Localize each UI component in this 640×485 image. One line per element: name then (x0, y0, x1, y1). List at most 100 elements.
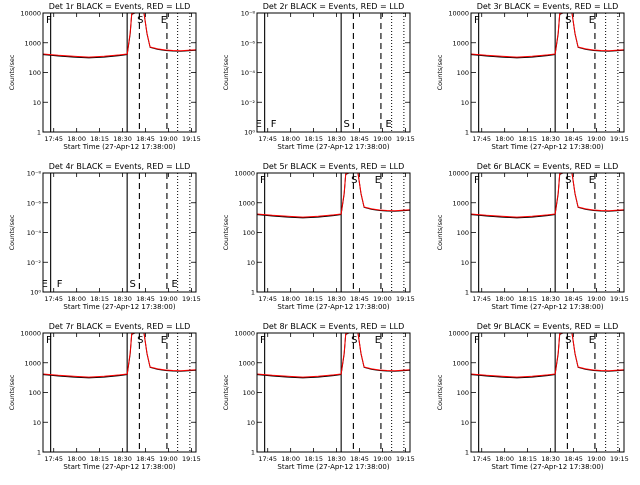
y-tick-label: 10 (247, 259, 255, 267)
phase-marker: S (565, 335, 571, 346)
y-tick-label: 1 (37, 449, 41, 457)
x-tick-label: 17:45 (258, 455, 277, 463)
phase-marker: F (46, 335, 52, 346)
phase-marker: F (57, 279, 63, 290)
panel-title: Det 2r BLACK = Events, RED = LLD (263, 2, 405, 11)
x-tick-label: 17:45 (258, 295, 277, 303)
y-tick-label: 10000 (234, 330, 255, 338)
phase-marker: S (565, 15, 571, 26)
y-tick-label: 10 (33, 419, 41, 427)
phase-marker: E (589, 15, 595, 26)
phase-marker: F (474, 15, 480, 26)
panel-title: Det 1r BLACK = Events, RED = LLD (49, 2, 191, 11)
x-tick-label: 19:15 (182, 295, 201, 303)
y-tick-label: 10000 (448, 170, 469, 178)
panel-title: Det 4r BLACK = Events, RED = LLD (49, 162, 191, 171)
x-tick-label: 19:15 (396, 455, 415, 463)
x-tick-label: 18:15 (518, 135, 537, 143)
y-tick-label: 10⁻⁸ (27, 170, 42, 178)
panel-6: Det 6r BLACK = Events, RED = LLD 17:45 18:… (436, 162, 629, 311)
x-tick-label: 17:45 (258, 135, 277, 143)
series-lld-line (43, 333, 196, 378)
plot-frame (256, 12, 411, 133)
phase-marker: F (271, 119, 277, 130)
x-tick-label: 18:00 (495, 455, 514, 463)
x-tick-label: 18:15 (90, 455, 109, 463)
series-lld-line (43, 13, 196, 58)
phase-marker: S (565, 175, 571, 186)
panel-title: Det 5r BLACK = Events, RED = LLD (263, 162, 405, 171)
y-tick-label: 1000 (238, 359, 255, 367)
x-tick-label: 19:00 (587, 295, 606, 303)
y-axis-label: Counts/sec (222, 54, 230, 90)
phase-marker: F (474, 175, 480, 186)
y-axis-label: Counts/sec (8, 54, 16, 90)
series-events-line (43, 333, 196, 379)
x-tick-label: 19:15 (396, 295, 415, 303)
x-tick-label: 18:30 (113, 295, 132, 303)
x-tick-label: 17:45 (472, 455, 491, 463)
series-lld-line (471, 173, 624, 218)
x-tick-label: 18:30 (113, 135, 132, 143)
phase-marker: S (351, 175, 357, 186)
y-tick-label: 1000 (238, 199, 255, 207)
series-events-line (471, 333, 624, 379)
plot-frame (42, 172, 197, 293)
x-tick-label: 18:45 (564, 295, 583, 303)
phase-marker: E (41, 279, 47, 290)
x-tick-label: 18:30 (541, 455, 560, 463)
x-tick-label: 18:15 (304, 135, 323, 143)
phase-marker: E (161, 15, 167, 26)
phase-marker: E (589, 335, 595, 346)
x-tick-label: 17:45 (44, 135, 63, 143)
x-tick-label: 19:15 (610, 455, 629, 463)
phase-marker: E (386, 119, 392, 130)
phase-marker: E (161, 335, 167, 346)
x-tick-label: 18:15 (90, 135, 109, 143)
y-tick-label: 1 (465, 449, 469, 457)
phase-marker: E (375, 335, 381, 346)
panel-title: Det 6r BLACK = Events, RED = LLD (477, 162, 619, 171)
x-tick-label: 18:45 (136, 295, 155, 303)
phase-marker: S (351, 335, 357, 346)
x-axis-label: Start Time (27-Apr-12 17:38:00) (277, 143, 389, 151)
x-tick-label: 19:15 (182, 455, 201, 463)
x-axis-label: Start Time (27-Apr-12 17:38:00) (63, 303, 175, 311)
y-tick-label: 1000 (24, 39, 41, 47)
x-tick-label: 18:30 (541, 135, 560, 143)
y-tick-label: 1 (251, 449, 255, 457)
phase-marker: S (129, 279, 135, 290)
x-tick-label: 18:45 (350, 295, 369, 303)
y-tick-label: 10000 (448, 10, 469, 18)
x-tick-label: 19:00 (159, 455, 178, 463)
x-tick-label: 18:00 (495, 135, 514, 143)
phase-marker: F (46, 15, 52, 26)
x-tick-label: 18:30 (541, 295, 560, 303)
x-tick-label: 18:00 (67, 295, 86, 303)
y-tick-label: 100 (243, 229, 255, 237)
y-tick-label: 1000 (452, 359, 469, 367)
x-tick-label: 19:00 (373, 455, 392, 463)
x-tick-label: 19:15 (610, 135, 629, 143)
y-tick-label: 10⁰ (30, 289, 41, 297)
x-tick-label: 17:45 (472, 135, 491, 143)
y-tick-label: 10⁻⁶ (27, 199, 42, 207)
x-tick-label: 18:45 (564, 455, 583, 463)
phase-marker: S (137, 335, 143, 346)
series-lld-line (471, 13, 624, 58)
y-tick-label: 10000 (20, 330, 41, 338)
panel-2: Det 2r BLACK = Events, RED = LLD 17:45 18:… (222, 2, 415, 151)
phase-marker: E (375, 175, 381, 186)
panel-title: Det 3r BLACK = Events, RED = LLD (477, 2, 619, 11)
series-events-line (43, 13, 196, 59)
panel-title: Det 7r BLACK = Events, RED = LLD (49, 322, 191, 331)
x-axis-label: Start Time (27-Apr-12 17:38:00) (63, 143, 175, 151)
x-tick-label: 18:15 (304, 295, 323, 303)
x-tick-label: 19:00 (587, 455, 606, 463)
phase-marker: E (172, 279, 178, 290)
y-axis-label: Counts/sec (436, 54, 444, 90)
x-tick-label: 19:00 (587, 135, 606, 143)
y-tick-label: 10000 (234, 170, 255, 178)
series-group (257, 333, 410, 379)
